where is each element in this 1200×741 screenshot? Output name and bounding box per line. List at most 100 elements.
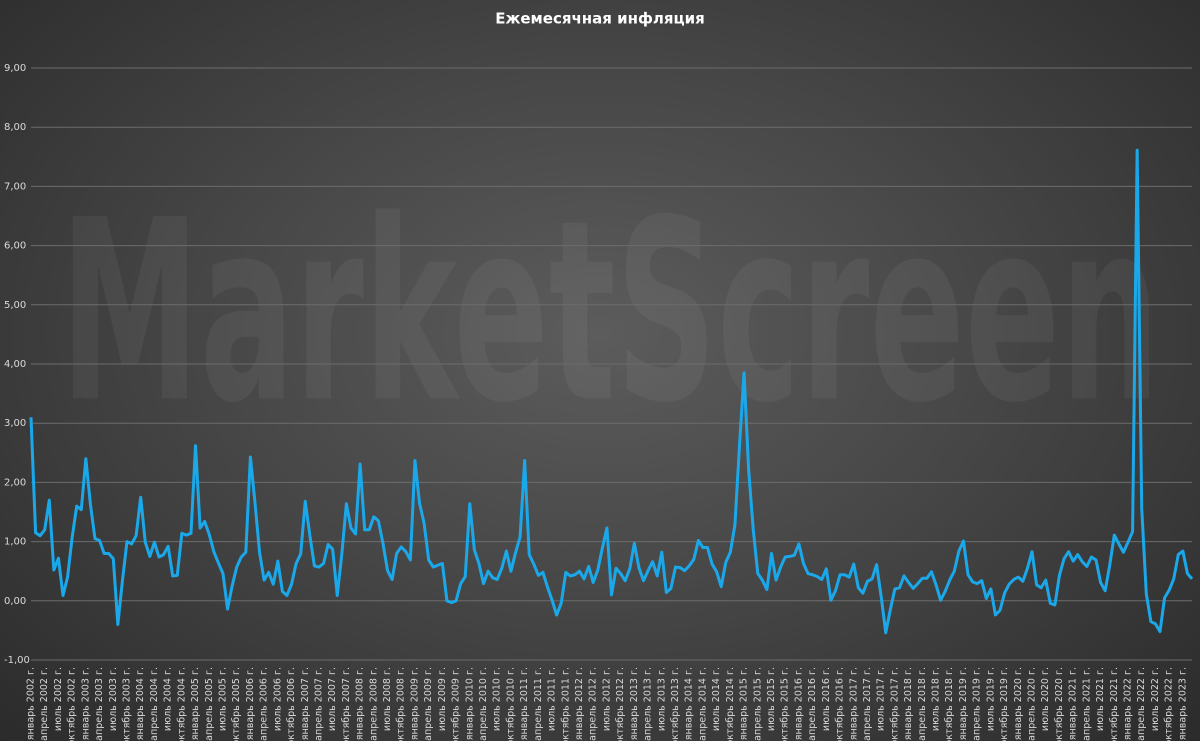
x-tick-label: июль 2014 г. xyxy=(711,667,722,731)
line-series xyxy=(29,148,1194,635)
x-tick-label: октябрь 2019 г. xyxy=(999,667,1010,741)
y-tick-label: 4,00 xyxy=(4,359,26,370)
x-tick-label: июль 2012 г. xyxy=(601,667,612,731)
x-tick-label: апрель 2007 г. xyxy=(313,667,324,741)
x-tick-label: январь 2011 г. xyxy=(519,667,530,740)
x-tick-label: июль 2005 г. xyxy=(217,667,228,731)
x-tick-label: октябрь 2012 г. xyxy=(615,667,626,741)
x-tick-label: июль 2006 г. xyxy=(272,667,283,731)
x-tick-label: апрель 2009 г. xyxy=(423,667,434,741)
x-tick-label: апрель 2020 г. xyxy=(1027,667,1038,741)
x-tick-label: июль 2010 г. xyxy=(492,667,503,731)
x-tick-label: апрель 2014 г. xyxy=(697,667,708,741)
x-tick-label: июль 2008 г. xyxy=(382,667,393,731)
x-tick-label: апрель 2022 г. xyxy=(1136,667,1147,741)
x-tick-label: октябрь 2004 г. xyxy=(176,667,187,741)
x-tick-label: июль 2022 г. xyxy=(1150,667,1161,731)
x-tick-label: апрель 2002 г. xyxy=(39,667,50,741)
x-tick-label: апрель 2019 г. xyxy=(972,667,983,741)
x-tick-label: январь 2009 г. xyxy=(409,667,420,740)
x-tick-label: октябрь 2009 г. xyxy=(451,667,462,741)
x-tick-label: январь 2002 г. xyxy=(26,667,37,740)
x-tick-label: октябрь 2016 г. xyxy=(835,667,846,741)
x-tick-label: июль 2004 г. xyxy=(163,667,174,731)
x-tick-label: январь 2003 г. xyxy=(80,667,91,740)
x-tick-label: июль 2018 г. xyxy=(931,667,942,731)
x-tick-label: апрель 2005 г. xyxy=(204,667,215,741)
x-tick-label: октябрь 2010 г. xyxy=(505,667,516,741)
x-tick-label: январь 2016 г. xyxy=(793,667,804,740)
y-tick-label: 7,00 xyxy=(4,181,26,192)
x-tick-label: январь 2010 г. xyxy=(464,667,475,740)
x-tick-label: январь 2014 г. xyxy=(684,667,695,740)
y-tick-label: 1,00 xyxy=(4,537,26,548)
x-tick-label: июль 2002 г. xyxy=(53,667,64,731)
x-tick-label: июль 2015 г. xyxy=(766,667,777,731)
x-tick-label: январь 2008 г. xyxy=(355,667,366,740)
x-tick-label: октябрь 2006 г. xyxy=(286,667,297,741)
x-tick-label: октябрь 2021 г. xyxy=(1109,667,1120,741)
x-tick-label: июль 2020 г. xyxy=(1040,667,1051,731)
x-tick-label: октябрь 2018 г. xyxy=(944,667,955,741)
x-tick-label: январь 2022 г. xyxy=(1123,667,1134,740)
x-tick-label: октябрь 2007 г. xyxy=(341,667,352,741)
x-tick-label: январь 2013 г. xyxy=(629,667,640,740)
x-tick-label: апрель 2008 г. xyxy=(368,667,379,741)
y-tick-label: 8,00 xyxy=(4,122,26,133)
x-tick-label: апрель 2015 г. xyxy=(752,667,763,741)
x-tick-label: июль 2016 г. xyxy=(821,667,832,731)
x-tick-label: январь 2004 г. xyxy=(135,667,146,740)
watermark: MarketScreen xyxy=(60,166,1160,457)
x-tick-label: январь 2005 г. xyxy=(190,667,201,740)
x-tick-label: январь 2006 г. xyxy=(245,667,256,740)
x-tick-label: январь 2007 г. xyxy=(300,667,311,740)
x-tick-label: январь 2018 г. xyxy=(903,667,914,740)
x-tick-label: январь 2021 г. xyxy=(1068,667,1079,740)
x-tick-label: январь 2023 г. xyxy=(1177,667,1188,740)
x-tick-label: апрель 2006 г. xyxy=(259,667,270,741)
x-tick-label: октябрь 2011 г. xyxy=(560,667,571,741)
x-tick-label: июль 2019 г. xyxy=(985,667,996,731)
y-tick-label: -1,00 xyxy=(4,655,30,666)
x-tick-label: апрель 2018 г. xyxy=(917,667,928,741)
x-tick-label: апрель 2010 г. xyxy=(478,667,489,741)
x-tick-label: январь 2020 г. xyxy=(1013,667,1024,740)
x-tick-label: октябрь 2020 г. xyxy=(1054,667,1065,741)
x-tick-label: апрель 2016 г. xyxy=(807,667,818,741)
x-tick-label: октябрь 2002 г. xyxy=(67,667,78,741)
y-tick-label: 3,00 xyxy=(4,418,26,429)
y-tick-label: 6,00 xyxy=(4,241,26,252)
x-tick-label: июль 2007 г. xyxy=(327,667,338,731)
x-tick-label: июль 2003 г. xyxy=(108,667,119,731)
x-tick-label: апрель 2011 г. xyxy=(533,667,544,741)
x-tick-label: октябрь 2005 г. xyxy=(231,667,242,741)
x-tick-label: октябрь 2014 г. xyxy=(725,667,736,741)
chart-title: Ежемесячная инфляция xyxy=(495,10,705,28)
x-tick-label: апрель 2017 г. xyxy=(862,667,873,741)
x-tick-label: октябрь 2017 г. xyxy=(889,667,900,741)
x-tick-label: июль 2011 г. xyxy=(547,667,558,731)
x-tick-label: апрель 2021 г. xyxy=(1081,667,1092,741)
x-tick-label: июль 2009 г. xyxy=(437,667,448,731)
x-tick-label: июль 2017 г. xyxy=(876,667,887,731)
x-tick-label: апрель 2013 г. xyxy=(643,667,654,741)
x-tick-label: январь 2017 г. xyxy=(848,667,859,740)
x-tick-label: апрель 2003 г. xyxy=(94,667,105,741)
x-tick-label: апрель 2004 г. xyxy=(149,667,160,741)
x-tick-label: июль 2021 г. xyxy=(1095,667,1106,731)
y-tick-label: 0,00 xyxy=(4,596,26,607)
x-tick-label: январь 2012 г. xyxy=(574,667,585,740)
x-tick-label: октябрь 2013 г. xyxy=(670,667,681,741)
x-tick-label: январь 2019 г. xyxy=(958,667,969,740)
x-tick-label: октябрь 2022 г. xyxy=(1164,667,1175,741)
y-tick-label: 9,00 xyxy=(4,63,26,74)
x-tick-label: январь 2015 г. xyxy=(739,667,750,740)
x-tick-label: октябрь 2003 г. xyxy=(121,667,132,741)
x-tick-label: октябрь 2015 г. xyxy=(780,667,791,741)
y-tick-label: 2,00 xyxy=(4,477,26,488)
y-tick-label: 5,00 xyxy=(4,300,26,311)
x-tick-label: апрель 2012 г. xyxy=(588,667,599,741)
x-tick-label: июль 2013 г. xyxy=(656,667,667,731)
